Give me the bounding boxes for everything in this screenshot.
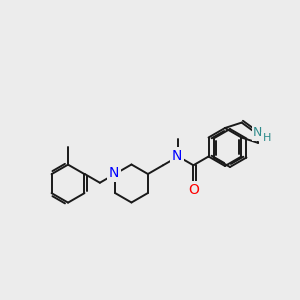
Text: N: N	[172, 148, 182, 163]
Text: N: N	[253, 126, 262, 140]
Text: N: N	[109, 166, 119, 180]
Text: O: O	[188, 183, 199, 197]
Text: H: H	[262, 134, 271, 143]
